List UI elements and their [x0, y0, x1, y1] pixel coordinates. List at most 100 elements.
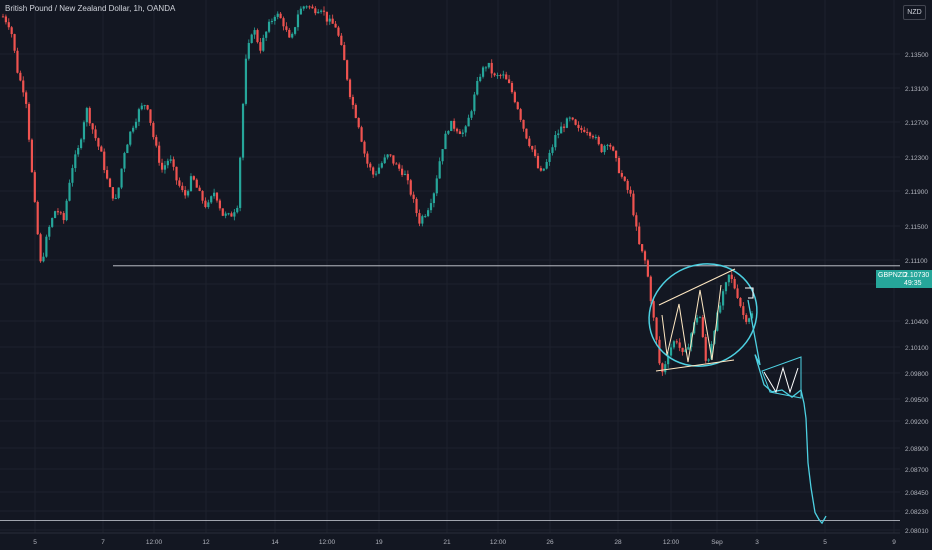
candle-body	[444, 133, 447, 150]
candle-body	[560, 126, 563, 134]
candle-body	[510, 82, 514, 93]
candle-body	[213, 192, 216, 197]
y-tick-label: 2.08230	[905, 509, 929, 516]
candle-body	[470, 111, 473, 118]
candle-body	[77, 147, 80, 155]
candle-body	[250, 34, 253, 43]
candle-body	[745, 315, 748, 322]
y-tick-label: 2.08010	[905, 528, 929, 535]
candle-body	[424, 216, 427, 218]
currency-button[interactable]: NZD	[903, 5, 926, 20]
candle-body	[614, 150, 618, 159]
candle-body	[363, 141, 366, 154]
candle-body	[684, 349, 687, 352]
small-marker[interactable]	[745, 287, 754, 299]
x-tick-label: 12:00	[490, 539, 507, 546]
candle-body	[398, 164, 401, 169]
candle-body	[259, 42, 262, 51]
x-tick-label: Sep	[711, 539, 723, 546]
candle-body	[667, 355, 670, 365]
y-tick-label: 2.09200	[905, 419, 929, 426]
candle-body	[458, 131, 462, 134]
candle-body	[461, 132, 464, 134]
wedge-lower-line[interactable]	[655, 359, 735, 372]
candle-body	[239, 157, 242, 208]
flag-box[interactable]	[761, 356, 802, 399]
candle-body	[641, 244, 644, 252]
candle-body	[441, 149, 444, 162]
candle-body	[392, 155, 395, 164]
candle-body	[137, 109, 141, 122]
candle-body	[649, 276, 652, 302]
candle-body	[244, 58, 248, 104]
candle-body	[687, 347, 690, 350]
candle-body	[39, 234, 42, 262]
candle-body	[123, 153, 126, 169]
candle-body	[111, 187, 114, 199]
candle-body	[588, 132, 592, 136]
candle-body	[207, 202, 210, 208]
projected-path[interactable]	[747, 299, 827, 525]
candle-body	[548, 152, 551, 162]
candle-body	[146, 105, 149, 110]
candle-body	[635, 215, 638, 227]
candle-body	[160, 162, 164, 170]
candle-body	[53, 211, 57, 219]
wedge-upper-line[interactable]	[658, 268, 736, 306]
candle-body	[678, 342, 681, 348]
candle-body	[241, 103, 245, 158]
candle-body	[48, 226, 51, 237]
candle-body	[79, 139, 83, 148]
candle-body	[366, 153, 369, 164]
candle-body	[106, 170, 109, 179]
candle-body	[479, 76, 482, 81]
candle-body	[638, 226, 641, 245]
candle-body	[265, 31, 268, 38]
y-tick-label: 2.12700	[905, 120, 929, 127]
candle-body	[166, 160, 169, 166]
candle-body	[432, 193, 435, 204]
candle-body	[149, 109, 152, 123]
candle-body	[542, 168, 545, 171]
candle-body	[562, 126, 566, 128]
candle-body	[143, 105, 146, 107]
candle-body	[600, 144, 603, 153]
candle-body	[311, 6, 314, 9]
candle-body	[612, 146, 615, 151]
candle-body	[496, 75, 499, 77]
candle-body	[727, 274, 730, 283]
candle-body	[395, 163, 398, 165]
candle-body	[646, 260, 649, 277]
candle-body	[493, 73, 496, 76]
y-tick-label: 2.08450	[905, 490, 929, 497]
candle-body	[343, 45, 346, 61]
candle-body	[1, 16, 5, 18]
candle-body	[155, 137, 158, 146]
candle-body	[750, 313, 754, 319]
candle-body	[317, 11, 320, 14]
candle-body	[163, 165, 167, 170]
candle-body	[742, 306, 745, 316]
candle-body	[158, 145, 161, 163]
pattern-circle[interactable]	[631, 245, 775, 385]
candle-body	[279, 13, 282, 19]
flag-zigzag[interactable]	[763, 366, 799, 394]
candle-body	[114, 197, 117, 199]
candle-body	[322, 10, 326, 12]
candle-body	[554, 135, 557, 148]
candle-body	[68, 182, 71, 201]
y-tick-label: 2.12300	[905, 155, 929, 162]
candle-body	[51, 218, 54, 227]
y-tick-label: 2.09800	[905, 371, 929, 378]
candle-body	[267, 21, 271, 32]
y-tick-label: 2.11500	[905, 224, 928, 231]
candle-body	[91, 123, 94, 130]
candle-body	[236, 207, 239, 213]
candle-body	[389, 154, 392, 156]
candle-body	[528, 138, 531, 146]
wedge-zigzag[interactable]	[661, 284, 722, 363]
candle-body	[325, 11, 328, 22]
candle-body	[406, 173, 409, 181]
